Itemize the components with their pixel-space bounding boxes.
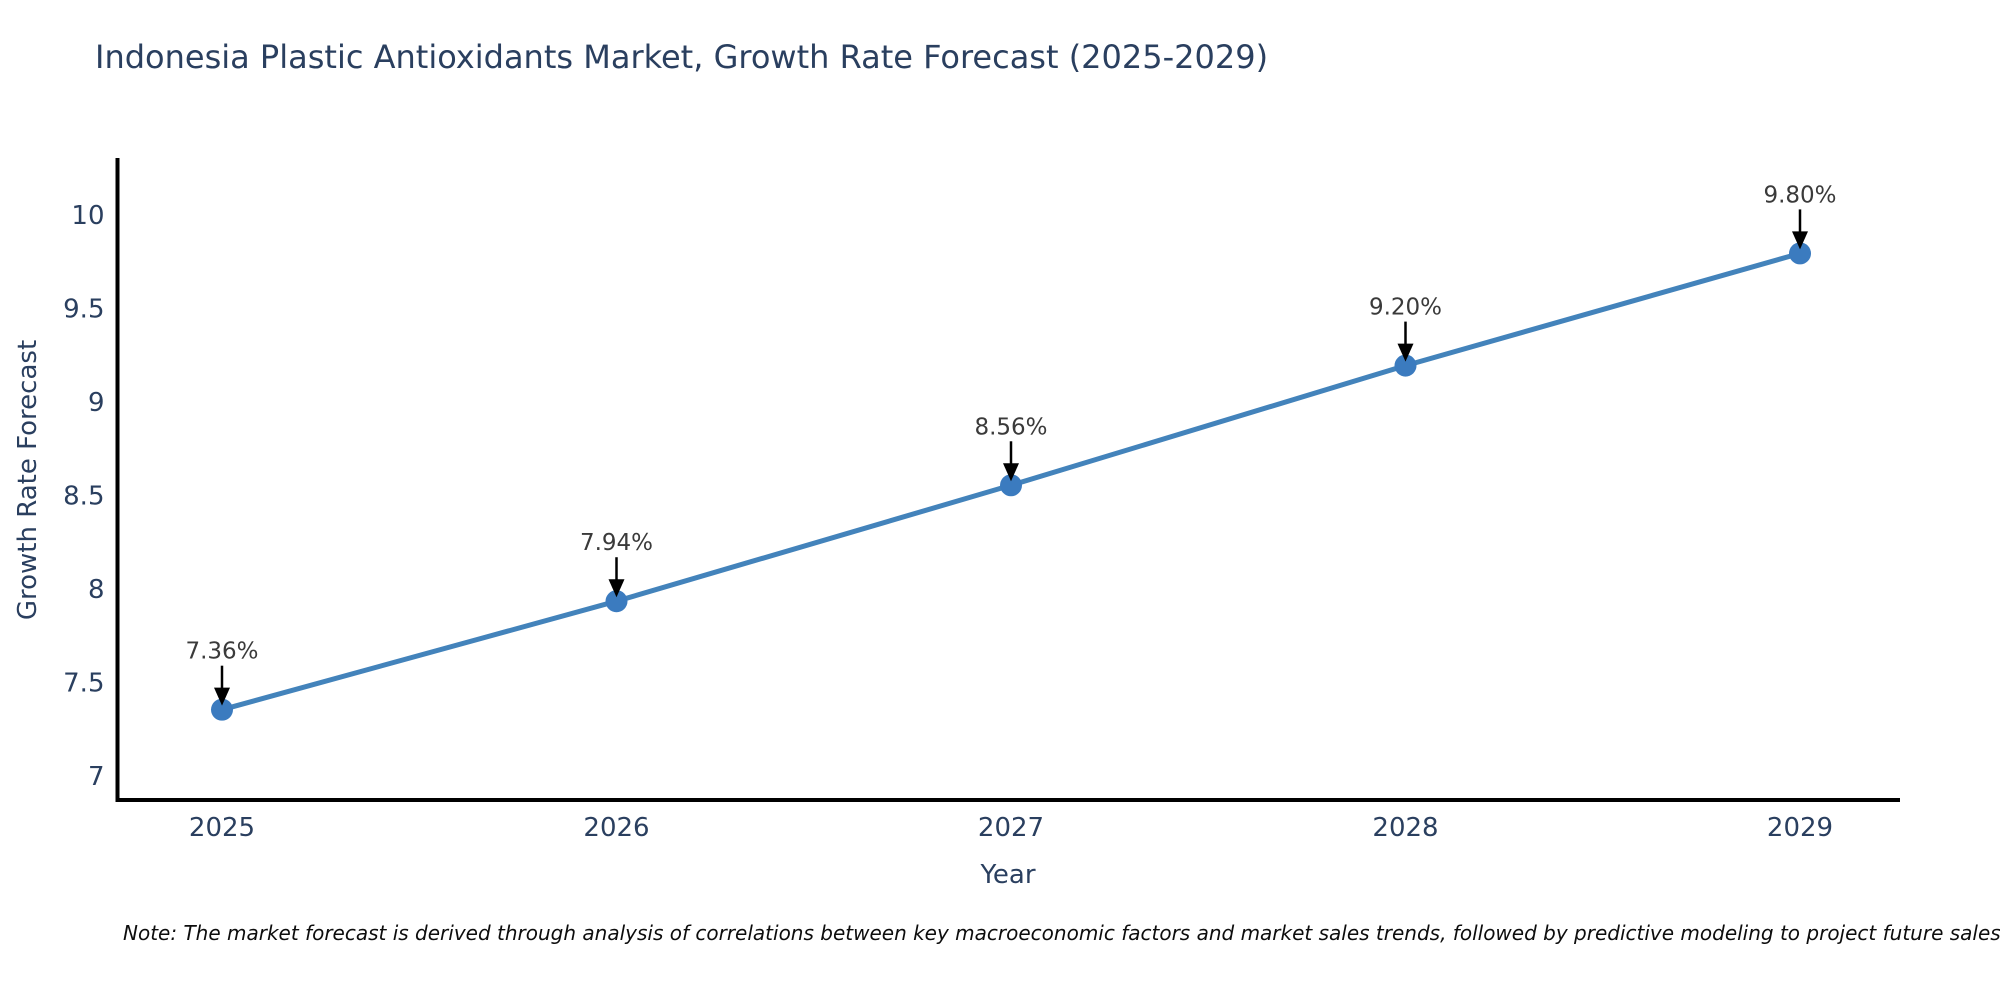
y-tick-label: 9.5 <box>63 295 104 325</box>
data-point-label: 8.56% <box>974 414 1047 440</box>
data-point-marker <box>211 698 233 721</box>
y-axis-title: Growth Rate Forecast <box>13 339 43 621</box>
data-point-marker <box>605 590 628 613</box>
footnote: Note: The market forecast is derived thr… <box>123 921 2000 945</box>
annotation-arrow-head <box>214 687 230 706</box>
annotation-arrow-head <box>1792 231 1808 250</box>
data-point-label: 7.36% <box>185 639 258 665</box>
x-tick-label: 2026 <box>583 813 649 843</box>
y-tick-label: 8.5 <box>63 482 104 512</box>
y-tick-label: 7 <box>88 762 105 792</box>
y-tick-label: 8 <box>88 575 105 605</box>
x-tick-label: 2025 <box>189 813 255 843</box>
x-tick-label: 2027 <box>978 813 1044 843</box>
data-point-marker <box>1000 474 1022 497</box>
x-tick-label: 2028 <box>1372 813 1438 843</box>
x-tick-label: 2029 <box>1767 813 1833 843</box>
data-point-label: 9.80% <box>1763 182 1836 208</box>
annotation-arrow-head <box>1397 343 1414 362</box>
annotation-arrow-head <box>608 579 625 598</box>
chart-title: Indonesia Plastic Antioxidants Market, G… <box>95 38 1269 76</box>
data-point-marker <box>1789 242 1811 265</box>
x-axis-title: Year <box>980 860 1036 890</box>
y-tick-label: 7.5 <box>63 669 104 699</box>
y-tick-label: 10 <box>71 201 104 231</box>
data-point-label: 9.20% <box>1369 295 1442 321</box>
y-tick-label: 9 <box>88 388 105 418</box>
data-point-label: 7.94% <box>580 530 653 556</box>
annotation-arrow-head <box>1003 463 1019 482</box>
data-point-marker <box>1394 354 1417 377</box>
